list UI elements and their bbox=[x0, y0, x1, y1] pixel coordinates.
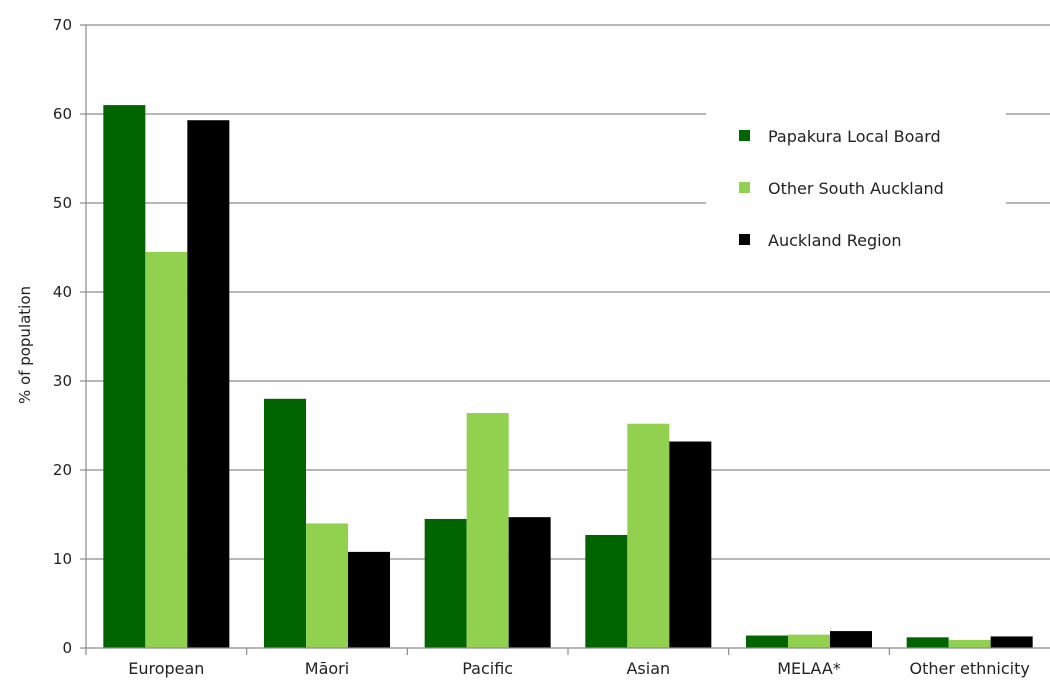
legend-label: Other South Auckland bbox=[768, 179, 944, 198]
bar bbox=[145, 251, 188, 648]
bar bbox=[187, 120, 230, 649]
bar bbox=[948, 639, 991, 648]
bar bbox=[830, 631, 872, 648]
bar bbox=[103, 105, 146, 649]
x-category-label: Other ethnicity bbox=[909, 659, 1029, 678]
y-tick-label: 70 bbox=[53, 16, 72, 34]
legend-background bbox=[706, 90, 1006, 265]
y-tick-label: 40 bbox=[53, 283, 72, 301]
y-axis-label: % of population bbox=[16, 286, 34, 404]
bar bbox=[466, 413, 509, 648]
y-tick-label: 30 bbox=[53, 372, 72, 390]
bar bbox=[264, 398, 306, 648]
x-axis-categories: European Māori Pacific Asian MELAA* Other eth… bbox=[85, 648, 1030, 678]
legend-label: Papakura Local Board bbox=[768, 127, 941, 146]
gridlines bbox=[86, 24, 1050, 560]
bar bbox=[746, 635, 788, 648]
bar bbox=[669, 441, 712, 648]
legend-label: Auckland Region bbox=[768, 231, 902, 250]
bar bbox=[906, 637, 949, 648]
y-tick-label: 10 bbox=[53, 550, 72, 568]
bar bbox=[306, 523, 348, 648]
y-axis-ticks: 0 10 20 30 40 50 60 70 bbox=[53, 16, 86, 657]
x-category-label: Pacific bbox=[462, 659, 513, 678]
x-category-label: MELAA* bbox=[777, 659, 841, 678]
y-tick-label: 50 bbox=[53, 194, 72, 212]
legend-swatch bbox=[739, 182, 750, 193]
x-category-label: European bbox=[128, 659, 204, 678]
bar bbox=[585, 534, 628, 648]
legend-swatch bbox=[739, 234, 750, 245]
bar bbox=[424, 518, 467, 648]
y-tick-label: 20 bbox=[53, 461, 72, 479]
bar bbox=[627, 423, 670, 648]
legend-swatch bbox=[739, 130, 750, 141]
y-tick-label: 60 bbox=[53, 105, 72, 123]
bar bbox=[990, 636, 1033, 648]
x-category-label: Asian bbox=[626, 659, 670, 678]
y-tick-label: 0 bbox=[62, 639, 72, 657]
bars bbox=[103, 105, 1033, 649]
bar bbox=[788, 634, 830, 648]
bar bbox=[508, 517, 551, 648]
bar bbox=[348, 551, 390, 648]
x-category-label: Māori bbox=[305, 659, 349, 678]
legend: Papakura Local Board Other South Auckland… bbox=[706, 90, 1006, 265]
